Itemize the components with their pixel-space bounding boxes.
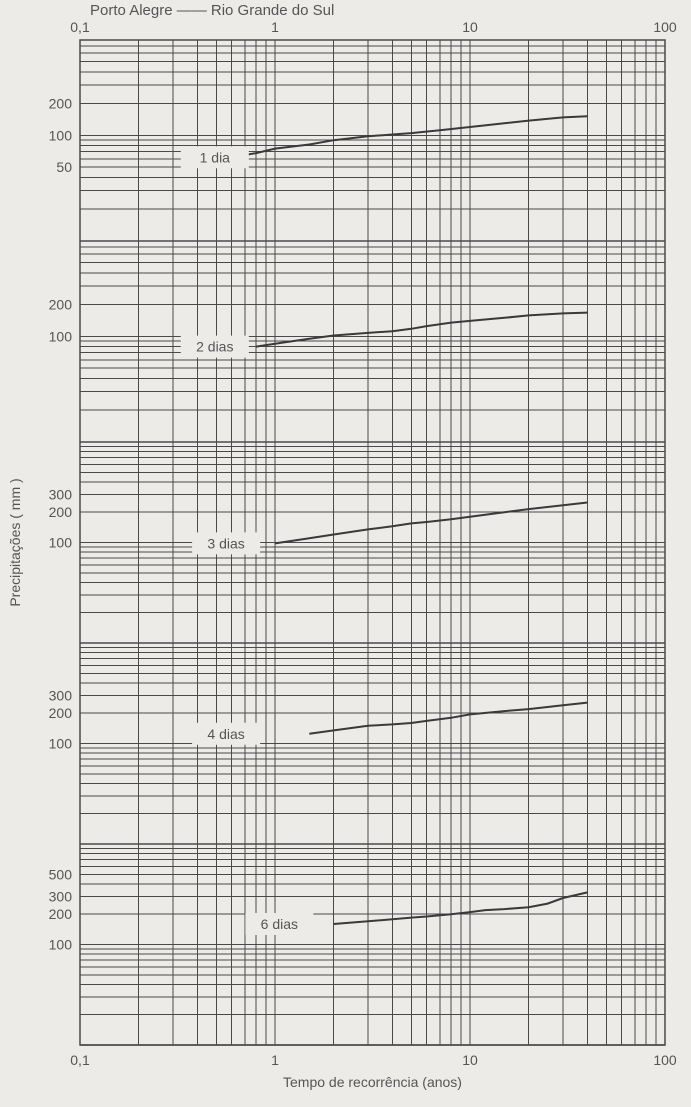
y-tick: 200: [49, 504, 73, 520]
chart-title: Porto Alegre —— Rio Grande do Sul: [90, 2, 334, 19]
y-tick: 100: [49, 937, 73, 953]
y-tick: 100: [49, 535, 73, 551]
series-label: 2 dias: [196, 339, 233, 355]
y-axis-label: Precipitações ( mm ): [7, 478, 23, 606]
series-line: [275, 503, 587, 544]
x-axis-label: Tempo de recorrência (anos): [283, 1074, 462, 1090]
y-tick: 300: [49, 889, 73, 905]
series-line: [309, 703, 587, 734]
x-tick-bottom: 10: [462, 1052, 478, 1068]
y-tick: 300: [49, 487, 73, 503]
y-tick: 200: [49, 96, 73, 112]
series-line: [334, 892, 588, 924]
series-label: 6 dias: [261, 916, 298, 932]
x-tick-top: 0,1: [70, 19, 90, 35]
x-tick-top: 1: [271, 19, 279, 35]
series-label: 4 dias: [207, 726, 244, 742]
y-tick: 300: [49, 688, 73, 704]
series-line: [232, 116, 588, 157]
x-tick-top: 100: [653, 19, 677, 35]
x-tick-bottom: 100: [653, 1052, 677, 1068]
chart-svg: 0,1 1 10 100 0,1 1 10 100 Porto Alegre —— Rio Gr…: [0, 0, 691, 1107]
x-tick-bottom: 1: [271, 1052, 279, 1068]
y-tick: 200: [49, 297, 73, 313]
y-tick: 200: [49, 705, 73, 721]
y-tick: 100: [49, 127, 73, 143]
y-tick: 100: [49, 328, 73, 344]
x-tick-bottom: 0,1: [70, 1052, 90, 1068]
x-tick-top: 10: [462, 19, 478, 35]
y-tick: 50: [56, 159, 72, 175]
y-tick: 500: [49, 866, 73, 882]
y-tick: 100: [49, 736, 73, 752]
chart-container: 0,1 1 10 100 0,1 1 10 100 Porto Alegre —— Rio Gr…: [0, 0, 691, 1107]
series-label: 3 dias: [207, 535, 244, 551]
series-label: 1 dia: [200, 149, 231, 165]
y-tick: 200: [49, 906, 73, 922]
